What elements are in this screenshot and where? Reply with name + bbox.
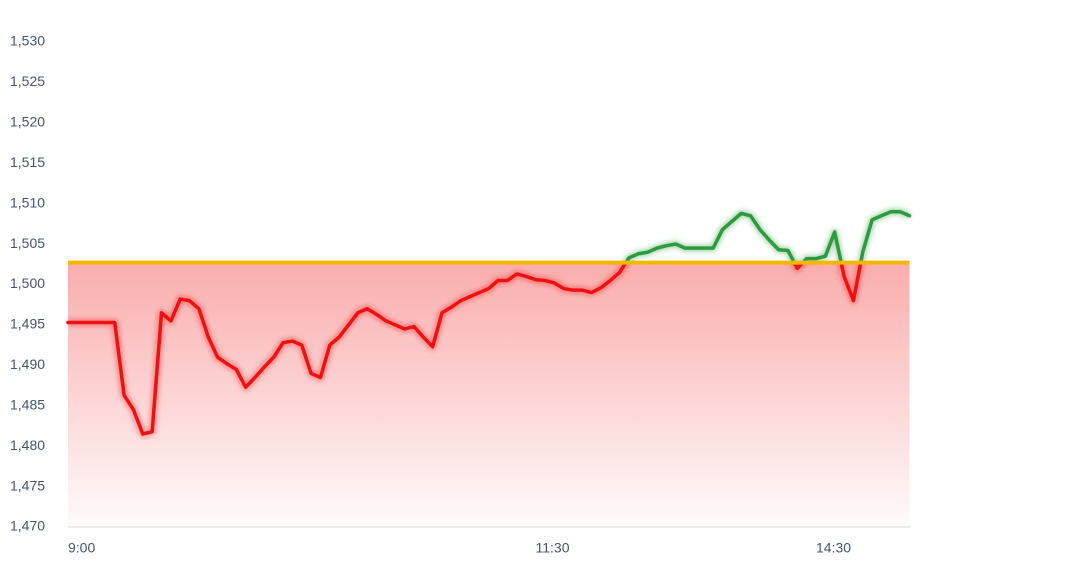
x-tick-label: 9:00 [68,540,95,556]
price-line [66,262,863,436]
y-tick-label: 1,515 [10,154,45,170]
price-line [623,210,912,263]
x-tick-label: 11:30 [536,540,570,556]
y-tick-label: 1,490 [10,356,45,372]
y-tick-label: 1,480 [10,437,45,453]
x-tick-label: 14:30 [816,540,851,556]
line-group [66,262,865,438]
y-tick-label: 1,505 [10,235,45,251]
reference-area [68,262,910,527]
y-tick-label: 1,520 [10,114,45,130]
y-tick-label: 1,510 [10,194,45,210]
y-tick-label: 1,475 [10,477,45,493]
y-tick-label: 1,525 [10,73,45,89]
y-tick-label: 1,530 [10,33,45,49]
y-tick-label: 1,500 [10,275,45,291]
y-tick-label: 1,485 [10,396,45,412]
line-group [621,208,912,263]
y-tick-label: 1,470 [10,518,45,534]
y-tick-label: 1,495 [10,316,45,332]
